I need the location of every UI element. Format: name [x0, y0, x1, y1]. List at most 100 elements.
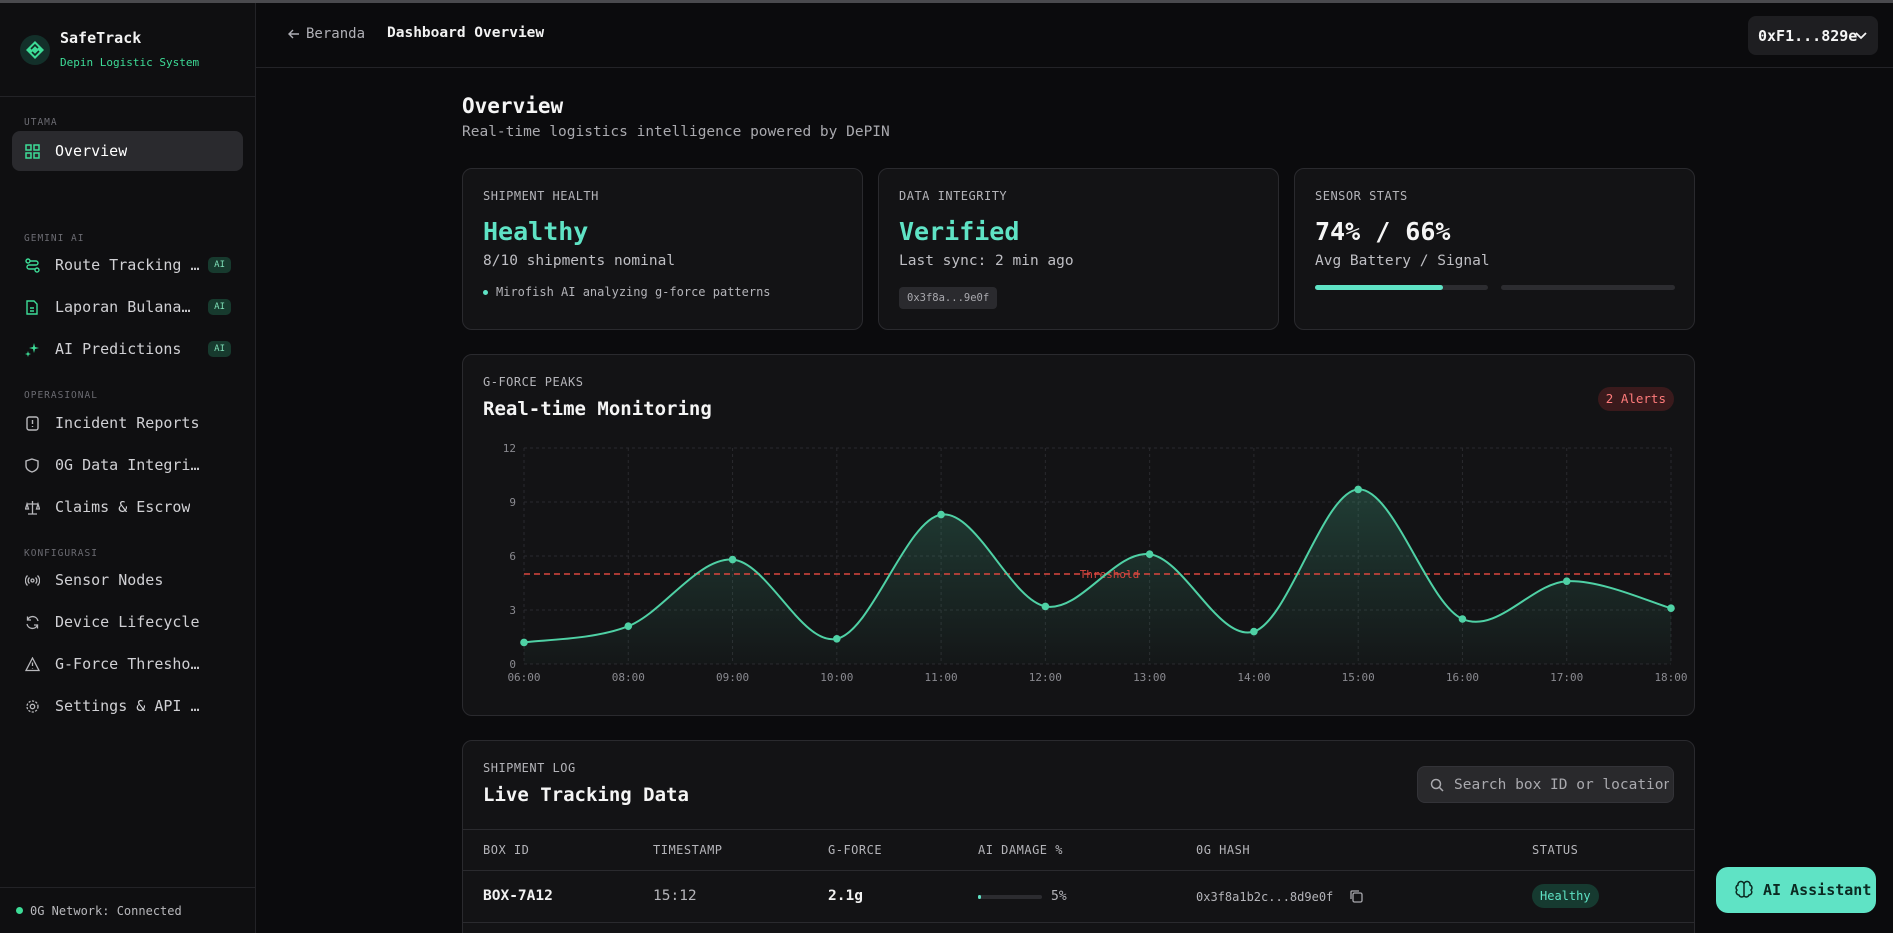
data-point — [728, 555, 737, 564]
data-point — [1354, 485, 1362, 494]
grid-icon — [24, 143, 40, 159]
column-header[interactable]: AI DAMAGE % — [978, 843, 1063, 857]
data-point — [624, 622, 633, 630]
arrow-left-icon — [288, 29, 299, 39]
section-title-konfigurasi: KONFIGURASI — [24, 548, 98, 559]
y-tick-label: 6 — [509, 550, 516, 563]
cell-damage: 5% — [1051, 889, 1067, 904]
integrity-value: Verified — [899, 217, 1020, 246]
card-data-integrity: DATA INTEGRITY Verified Last sync: 2 min… — [878, 168, 1279, 330]
chart-kicker: G-FORCE PEAKS — [483, 375, 584, 389]
gforce-chart: 0 3 6 9 12 06:00 08:00 09:00 10:00 11:00 12:00 13:0… — [503, 442, 1688, 684]
integrity-detail: Last sync: 2 min ago — [899, 253, 1074, 269]
sidebar-item-sensor-nodes[interactable]: Sensor Nodes — [12, 560, 243, 600]
status-badge: Healthy — [1532, 884, 1599, 908]
battery-bar — [1315, 285, 1488, 290]
chart-title: Real-time Monitoring — [483, 398, 712, 420]
data-point — [520, 638, 528, 647]
status-dot-icon — [16, 907, 23, 914]
sensor-detail: Avg Battery / Signal — [1315, 253, 1490, 269]
data-point — [833, 635, 841, 643]
threshold-label: Threshold — [1080, 568, 1140, 581]
data-point — [1458, 615, 1467, 623]
ai-badge: AI — [208, 341, 231, 357]
damage-bar-fill — [978, 895, 982, 899]
signal-bar — [1501, 285, 1675, 290]
search-input[interactable] — [1454, 776, 1669, 793]
sidebar-item-label: Sensor Nodes — [55, 571, 164, 589]
sidebar-item-device-lifecycle[interactable]: Device Lifecycle — [12, 602, 243, 642]
series-area — [524, 489, 1671, 664]
cell-timestamp: 15:12 — [653, 888, 697, 904]
x-tick-label: 09:00 — [716, 671, 749, 684]
window-top-border — [0, 0, 1893, 3]
brain-icon — [1735, 880, 1753, 898]
sidebar-item-gforce-thresholds[interactable]: G-Force Thresholds — [12, 644, 243, 684]
sidebar-nav: UTAMA Overview GEMINI AI Route Tracking … — [0, 97, 255, 887]
column-header[interactable]: 0G HASH — [1196, 843, 1251, 857]
report-icon — [24, 415, 40, 431]
alerts-badge[interactable]: 2 Alerts — [1597, 387, 1674, 411]
x-tick-label: 18:00 — [1654, 671, 1687, 684]
table-row[interactable]: BOX-7A12 15:12 2.1g 5% 0x3f8a1b2c...8d9e… — [463, 871, 1694, 923]
x-tick-label: 15:00 — [1342, 671, 1375, 684]
section-title-gemini-ai: GEMINI AI — [24, 233, 85, 244]
refresh-icon — [24, 614, 40, 630]
card-sensor-stats: SENSOR STATS 74% / 66% Avg Battery / Sig… — [1294, 168, 1695, 330]
sidebar-item-label: AI Predictions — [55, 340, 182, 358]
sidebar-item-overview[interactable]: Overview — [12, 131, 243, 171]
data-point — [937, 510, 945, 519]
sidebar-item-route-tracking-ai[interactable]: Route Tracking AI AI — [12, 245, 243, 285]
x-tick-label: 13:00 — [1133, 671, 1166, 684]
sidebar-item-settings-api-keys[interactable]: Settings & API Keys — [12, 686, 243, 726]
back-button[interactable]: Beranda — [288, 26, 365, 42]
sidebar-item-label: 0G Data Integrity — [55, 456, 205, 474]
health-note: Mirofish AI analyzing g-force patterns — [483, 285, 771, 299]
network-status-text: 0G Network: Connected — [30, 903, 182, 918]
warning-icon — [24, 656, 40, 672]
ai-badge: AI — [208, 299, 231, 315]
section-title-operasional: OPERASIONAL — [24, 390, 98, 401]
ai-assistant-button[interactable]: AI Assistant — [1716, 867, 1876, 913]
column-header[interactable]: BOX ID — [483, 843, 530, 857]
sidebar-item-0g-data-integrity[interactable]: 0G Data Integrity — [12, 445, 243, 485]
card-kicker: SENSOR STATS — [1315, 189, 1408, 203]
data-point — [1667, 604, 1675, 612]
sidebar-item-ai-predictions[interactable]: AI Predictions AI — [12, 329, 243, 369]
data-point — [1250, 627, 1258, 636]
gear-icon — [24, 698, 40, 714]
wallet-button[interactable]: 0xF1...829e — [1748, 16, 1878, 55]
page-breadcrumb-title: Dashboard Overview — [387, 25, 545, 41]
top-header: Beranda Dashboard Overview 0xF1...829e — [256, 3, 1893, 68]
sidebar-item-laporan-bulanan-ai[interactable]: Laporan Bulanan AI AI — [12, 287, 243, 327]
chevron-down-icon — [1855, 32, 1867, 40]
search-box[interactable] — [1417, 766, 1674, 803]
file-icon — [24, 299, 40, 315]
sidebar-item-claims-escrow[interactable]: Claims & Escrow — [12, 487, 243, 527]
table-header: BOX ID TIMESTAMP G-FORCE AI DAMAGE % 0G … — [463, 829, 1694, 871]
network-status: 0G Network: Connected — [0, 887, 255, 933]
y-tick-label: 3 — [509, 604, 516, 617]
sidebar-item-label: Claims & Escrow — [55, 498, 191, 516]
column-header[interactable]: G-FORCE — [828, 843, 883, 857]
log-kicker: SHIPMENT LOG — [483, 761, 576, 775]
copy-icon[interactable] — [1349, 889, 1364, 904]
back-label: Beranda — [306, 26, 366, 42]
ai-assistant-label: AI Assistant — [1763, 881, 1872, 899]
data-point — [1562, 577, 1571, 585]
card-gforce-monitoring: G-FORCE PEAKS Real-time Monitoring 2 Ale… — [462, 354, 1695, 716]
x-tick-label: 17:00 — [1550, 671, 1583, 684]
log-title: Live Tracking Data — [483, 784, 689, 806]
column-header[interactable]: TIMESTAMP — [653, 843, 723, 857]
battery-bar-fill — [1315, 285, 1444, 290]
data-point — [1041, 602, 1050, 611]
y-tick-label: 9 — [509, 496, 516, 509]
card-kicker: DATA INTEGRITY — [899, 189, 1008, 203]
route-icon — [24, 257, 40, 273]
damage-bar — [978, 895, 1042, 899]
health-value: Healthy — [483, 217, 589, 246]
sidebar-item-incident-reports[interactable]: Incident Reports — [12, 403, 243, 443]
column-header[interactable]: STATUS — [1532, 843, 1579, 857]
page-title: Overview — [462, 94, 564, 118]
sparkles-icon — [24, 341, 40, 357]
